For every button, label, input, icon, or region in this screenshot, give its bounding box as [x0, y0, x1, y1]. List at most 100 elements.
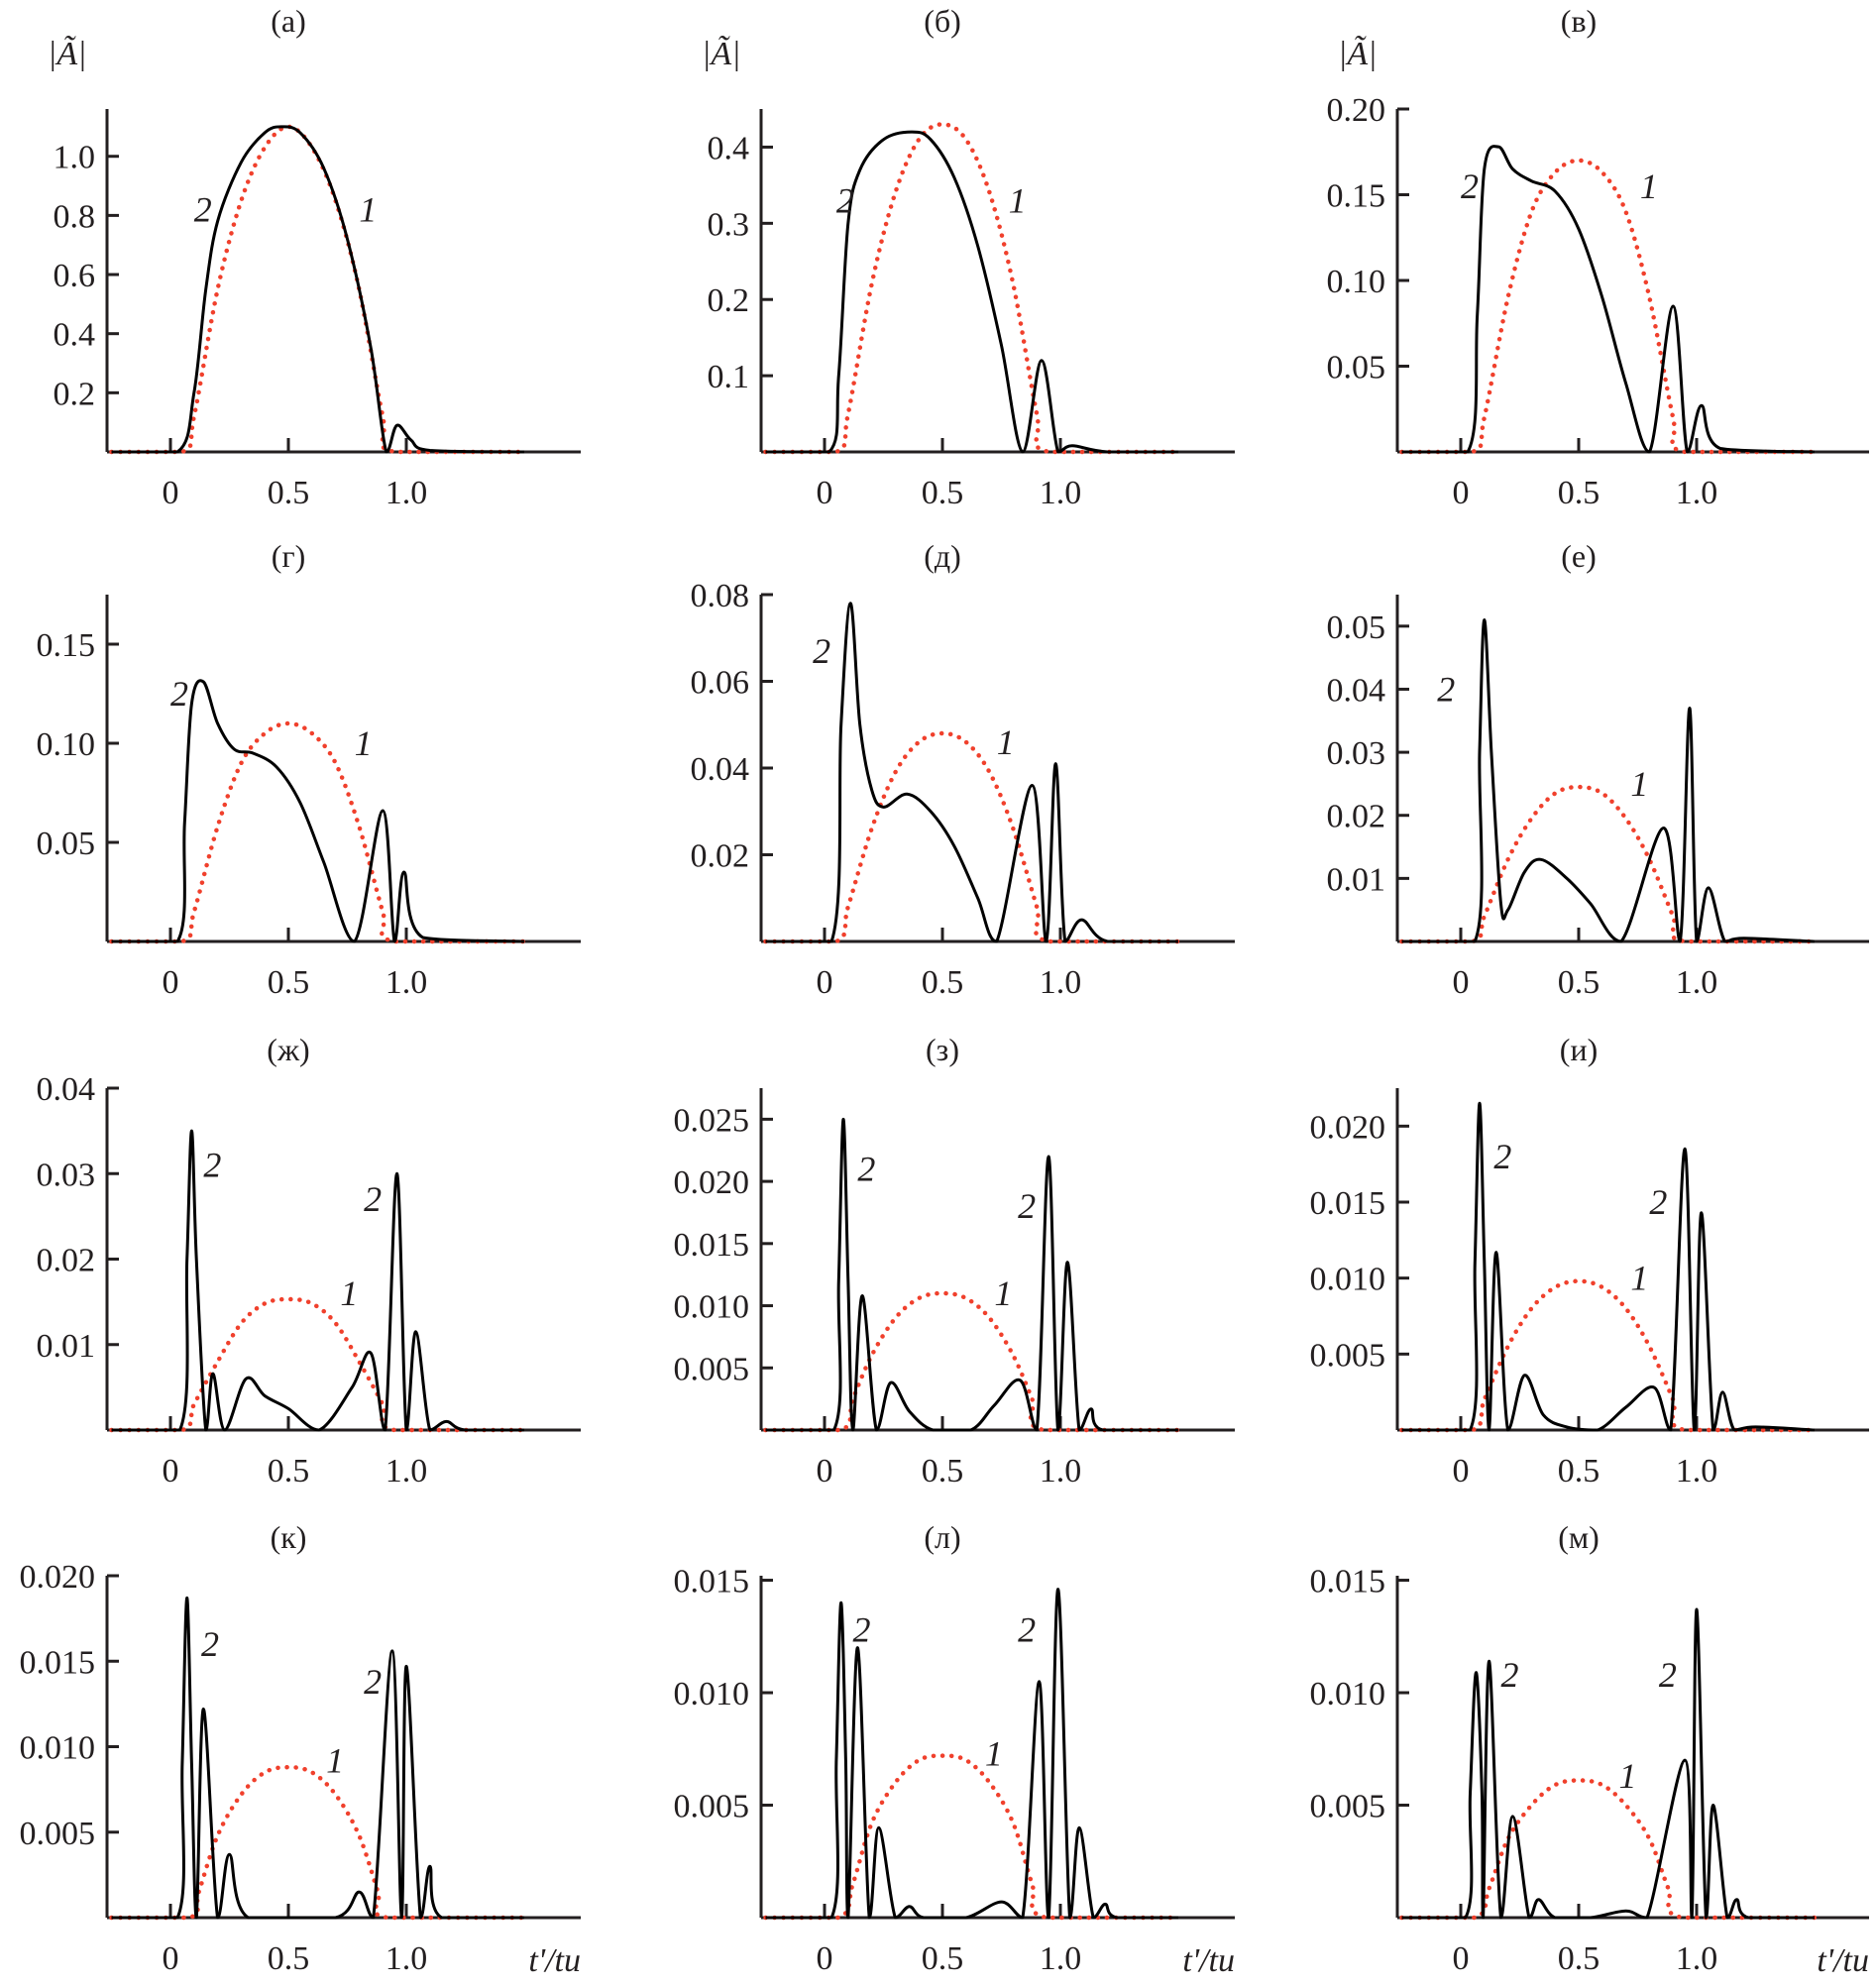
y-tick-label: 0.015: [1310, 1185, 1386, 1222]
curve-1-line: [763, 122, 1181, 455]
curve-1-line: [1399, 1778, 1818, 1921]
y-tick-label: 1.0: [54, 140, 96, 176]
y-tick-label: 0.04: [691, 751, 750, 788]
panel-c: (в) |Ã| 0.05 0.10 0.15 0.20 0 0.5 1.0 2 1: [1327, 3, 1869, 511]
curve-label-1: 1: [994, 1273, 1012, 1313]
curve-2-line: [111, 679, 525, 943]
x-tick-label: 1.0: [1676, 964, 1718, 1001]
y-tick-label: 0.4: [54, 317, 96, 354]
curve-1-line: [1399, 784, 1818, 944]
x-tick-label: 0: [817, 1940, 833, 1977]
x-tick-label: 0: [163, 1453, 179, 1490]
curve-2-line: [111, 1596, 524, 1920]
y-tick-label: 0.06: [691, 665, 750, 702]
x-tick-label: 0: [163, 475, 179, 511]
panel-a: (а) |Ã| 0.2 0.4 0.6 0.8 1.0 0 0.5 1.0 2 1: [48, 3, 581, 511]
y-tick-label: 0.005: [20, 1816, 96, 1852]
curve-1-line: [1399, 1278, 1818, 1433]
curve-label-2: 2: [1018, 1609, 1036, 1649]
x-tick-label: 1.0: [386, 1940, 428, 1977]
panel-title: (г): [272, 538, 305, 574]
curve-label-2: 2: [1500, 1655, 1518, 1695]
y-tick-label: 0.03: [37, 1157, 96, 1193]
x-tick-label: 1.0: [386, 475, 428, 511]
curve-label-1: 1: [1630, 764, 1648, 804]
x-tick-label: 1.0: [1040, 475, 1082, 511]
y-tick-label: 0.005: [674, 1351, 750, 1387]
y-tick-label: 0.10: [1327, 264, 1386, 300]
y-tick-label: 0.04: [1327, 672, 1386, 709]
y-tick-label: 0.08: [691, 578, 750, 614]
y-tick-label: 0.005: [674, 1789, 750, 1825]
y-tick-label: 0.3: [708, 206, 750, 243]
x-tick-label: 0.5: [1558, 964, 1600, 1001]
y-tick-label: 0.04: [37, 1071, 96, 1108]
x-tick-label: 0.5: [268, 475, 310, 511]
curve-1-line: [109, 1764, 527, 1921]
y-tick-label: 0.4: [708, 130, 750, 166]
curve-label-2: 2: [194, 189, 212, 229]
y-tick-label: 0.01: [1327, 861, 1386, 898]
curve-label-2: 2: [364, 1662, 382, 1702]
panel-title: (а): [271, 3, 306, 39]
curve-label-1: 1: [326, 1740, 344, 1780]
x-tick-label: 0: [817, 475, 833, 511]
x-axis-label: t'/tи: [528, 1942, 581, 1979]
y-tick-label: 0.20: [1327, 92, 1386, 129]
y-tick-label: 0.02: [37, 1243, 96, 1279]
y-tick-label: 0.010: [20, 1730, 96, 1767]
y-tick-label: 0.05: [37, 826, 96, 862]
curve-label-2: 2: [1437, 669, 1455, 709]
curve-label-2: 2: [1018, 1186, 1036, 1226]
curve-2-line: [1401, 145, 1816, 454]
panel-g: (ж) 0.01 0.02 0.03 0.04 0 0.5 1.0 2 2 1: [37, 1032, 581, 1490]
x-axis-label: t'/tи: [1817, 1942, 1869, 1979]
y-tick-label: 0.010: [1310, 1262, 1386, 1298]
x-tick-label: 0: [1453, 1940, 1470, 1977]
curve-label-1: 1: [997, 722, 1015, 762]
panel-l: (м) 0.005 0.010 0.015 0 0.5 1.0 t'/tи 2 2 1: [1310, 1519, 1869, 1979]
curve-1-line: [1399, 158, 1818, 455]
y-tick-label: 0.8: [54, 198, 96, 235]
x-tick-label: 0.5: [1558, 1940, 1600, 1977]
curve-label-1: 1: [1630, 1259, 1648, 1298]
y-tick-label: 0.05: [1327, 350, 1386, 387]
y-tick-label: 0.02: [1327, 799, 1386, 835]
curve-label-1: 1: [340, 1273, 358, 1313]
curve-2-line: [765, 1117, 1178, 1432]
x-tick-label: 1.0: [1040, 1453, 1082, 1490]
y-tick-label: 0.05: [1327, 609, 1386, 646]
panel-e: (д) 0.02 0.04 0.06 0.08 0 0.5 1.0 2 1: [691, 538, 1235, 1001]
x-tick-label: 1.0: [1040, 964, 1082, 1001]
panel-title: (ж): [267, 1032, 309, 1067]
panel-f: (е) 0.01 0.02 0.03 0.04 0.05 0 0.5 1.0 2 1: [1327, 538, 1869, 1001]
curve-label-2: 2: [364, 1179, 382, 1219]
x-tick-label: 1.0: [1676, 1940, 1718, 1977]
y-tick-label: 0.15: [37, 627, 96, 664]
curve-2-line: [1401, 1607, 1815, 1920]
curve-label-2: 2: [1461, 166, 1479, 206]
y-tick-label: 0.6: [54, 258, 96, 294]
panel-b: (б) |Ã| 0.1 0.2 0.3 0.4 0 0.5 1.0 2 1: [702, 3, 1235, 511]
curve-label-1: 1: [985, 1733, 1003, 1773]
y-tick-label: 0.015: [674, 1564, 750, 1601]
panel-d: (г) 0.05 0.10 0.15 0 0.5 1.0 2 1: [37, 538, 581, 1001]
panel-title: (л): [924, 1519, 960, 1555]
panel-title: (д): [924, 538, 961, 574]
y-tick-label: 0.015: [674, 1227, 750, 1264]
panel-h: (з) 0.005 0.010 0.015 0.020 0.025 0 0.5 1.0 2 2 1: [674, 1032, 1235, 1490]
curve-2-line: [1401, 618, 1816, 943]
y-tick-label: 0.2: [708, 282, 750, 319]
panel-title: (е): [1561, 538, 1597, 574]
curve-2-line: [765, 602, 1178, 943]
curve-1-line: [763, 730, 1181, 944]
curve-label-1: 1: [1640, 166, 1658, 206]
x-tick-label: 1.0: [386, 1453, 428, 1490]
x-tick-label: 1.0: [1040, 1940, 1082, 1977]
y-tick-label: 0.015: [1310, 1564, 1386, 1601]
panel-k: (л) 0.005 0.010 0.015 0 0.5 1.0 t'/tи 2 2 1: [674, 1519, 1235, 1979]
curve-2-line: [111, 125, 525, 454]
x-tick-label: 0.5: [922, 475, 964, 511]
y-axis-label: |Ã|: [702, 36, 740, 72]
